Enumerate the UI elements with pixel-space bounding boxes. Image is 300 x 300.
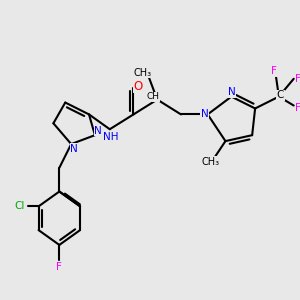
Text: N: N (201, 110, 208, 119)
Text: C: C (277, 90, 284, 100)
Text: CH₃: CH₃ (133, 68, 152, 78)
Text: N: N (70, 143, 78, 154)
Text: N: N (94, 126, 102, 136)
Text: F: F (56, 262, 62, 272)
Text: O: O (133, 80, 142, 93)
Text: NH: NH (103, 132, 119, 142)
Text: F: F (295, 74, 300, 84)
Text: N: N (227, 87, 235, 97)
Text: CH: CH (146, 92, 159, 101)
Text: F: F (272, 66, 277, 76)
Text: Cl: Cl (14, 201, 25, 212)
Text: CH₃: CH₃ (202, 157, 220, 167)
Text: F: F (295, 103, 300, 113)
